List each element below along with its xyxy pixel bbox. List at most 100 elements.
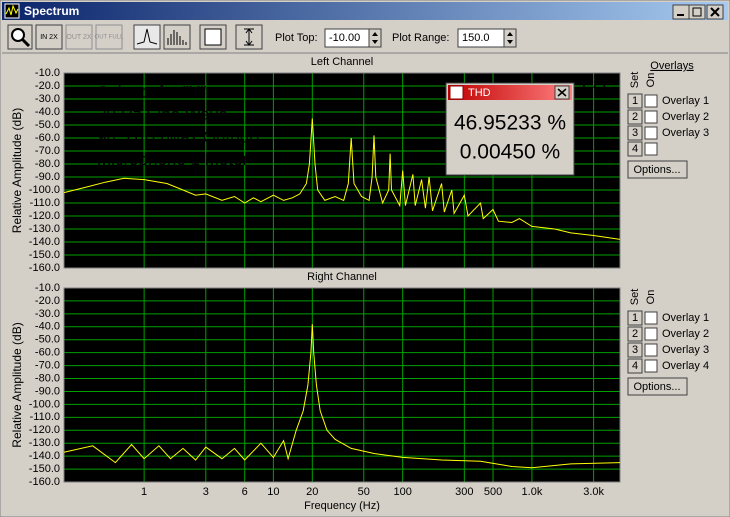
sine-icon	[593, 79, 617, 97]
y-tick-label: -70.0	[35, 360, 60, 372]
button-label: OUT FULL	[95, 35, 125, 41]
set-button[interactable]	[627, 310, 643, 326]
set-button[interactable]	[627, 125, 643, 141]
y-tick-label: -40.0	[35, 106, 60, 118]
zoom-full-button[interactable]	[95, 24, 123, 50]
y-tick-label: -60.0	[35, 347, 60, 359]
overlay-checkbox[interactable]	[644, 110, 658, 124]
overlay-name: Overlay 1	[662, 312, 709, 324]
y-tick-label: -100.0	[29, 184, 60, 196]
options-button[interactable]	[627, 160, 688, 179]
set-number: 3	[632, 127, 638, 139]
plot-top-value: -10.00	[329, 32, 360, 44]
button-label: OUT 2X	[66, 34, 91, 41]
minimize-button[interactable]	[672, 4, 690, 20]
y-tick-label: -50.0	[35, 119, 60, 131]
y-tick-label: -130.0	[29, 223, 60, 235]
y-tick-label: -80.0	[35, 158, 60, 170]
y-tick-label: -120.0	[29, 210, 60, 222]
chart-title: Left Channel	[311, 56, 373, 68]
title-bar	[2, 2, 728, 20]
y-tick-label: -160.0	[29, 476, 60, 488]
set-number: 2	[632, 328, 638, 340]
y-tick-label: -40.0	[35, 321, 60, 333]
overlay-name: Overlay 2	[662, 111, 709, 123]
overlay-checkbox[interactable]	[644, 327, 658, 341]
maximize-button[interactable]	[688, 4, 706, 20]
icon	[20, 37, 31, 48]
set-button[interactable]	[627, 93, 643, 109]
y-tick-label: -10.0	[35, 282, 60, 294]
set-number: 3	[632, 344, 638, 356]
set-button[interactable]	[627, 358, 643, 374]
set-button[interactable]	[627, 109, 643, 125]
set-number: 1	[632, 95, 638, 107]
set-number: 2	[632, 111, 638, 123]
y-tick-label: -70.0	[35, 145, 60, 157]
y-tick-label: -30.0	[35, 93, 60, 105]
thd-value: 46.95233 %	[454, 112, 566, 135]
y-tick-label: -50.0	[35, 334, 60, 346]
y-tick-label: -140.0	[29, 236, 60, 248]
overlay-name: Overlay 4	[662, 360, 709, 372]
icon	[204, 28, 222, 46]
annotation: Subwoofer "X"	[97, 82, 206, 101]
plot-range-value: 150.0	[462, 32, 490, 44]
icon	[507, 32, 513, 44]
overlay-checkbox[interactable]	[644, 142, 658, 156]
y-tick-label: -110.0	[30, 411, 60, 423]
y-tick-label: -90.0	[35, 385, 60, 397]
y-tick-label: -150.0	[29, 249, 60, 261]
x-tick-label: 1.0k	[522, 486, 543, 498]
set-label: Set	[629, 289, 641, 306]
y-tick-label: -150.0	[29, 463, 60, 475]
spectrum-line	[63, 324, 621, 469]
y-tick-label: -110.0	[30, 197, 60, 209]
thd-value: 0.00450 %	[460, 141, 560, 164]
icon	[167, 30, 187, 45]
plot-range-spinner[interactable]	[503, 28, 517, 48]
y-axis-label: Relative Amplitude (dB)	[10, 108, 24, 233]
x-tick-label: 3	[203, 486, 209, 498]
x-tick-label: 50	[358, 486, 370, 498]
set-button[interactable]	[627, 342, 643, 358]
plot-top-label: Plot Top:	[275, 32, 318, 44]
window-title: Spectrum	[24, 4, 79, 18]
x-axis-label: Frequency (Hz)	[304, 500, 380, 512]
plot-top-spinner[interactable]	[368, 28, 382, 48]
x-tick-label: 500	[484, 486, 502, 498]
zoom-in-button[interactable]	[35, 24, 63, 50]
line-view-button[interactable]	[133, 24, 161, 50]
toolbar: IN 2X OUT 2X OUT FULL Plot Top: -10.00 P…	[7, 24, 517, 50]
zoom-out-button[interactable]	[65, 24, 93, 50]
set-button[interactable]	[627, 141, 643, 157]
overlay-checkbox[interactable]	[644, 94, 658, 108]
set-label: Set	[629, 72, 641, 89]
annotation: 98.5 dB (Max Output)	[97, 127, 260, 146]
icon	[710, 7, 720, 17]
overlay-checkbox[interactable]	[644, 126, 658, 140]
x-tick-label: 3.0k	[583, 486, 604, 498]
y-tick-label: -80.0	[35, 372, 60, 384]
annotation: 20 Hz Sine Wave	[97, 105, 228, 124]
overlay-checkbox[interactable]	[644, 359, 658, 373]
y-tick-label: -90.0	[35, 171, 60, 183]
overlay-checkbox[interactable]	[644, 311, 658, 325]
x-tick-label: 1	[141, 486, 147, 498]
y-tick-label: -100.0	[29, 398, 60, 410]
thd-title-bar	[448, 85, 572, 100]
icon	[557, 88, 567, 97]
icon	[11, 28, 25, 42]
x-tick-label: 6	[242, 486, 248, 498]
overlays-header: Overlays	[650, 60, 694, 72]
button-label: IN 2X	[40, 34, 58, 41]
options-button[interactable]	[627, 377, 688, 396]
options-label: Options...	[633, 381, 680, 393]
icon	[692, 7, 702, 17]
window-controls[interactable]	[672, 4, 724, 20]
set-button[interactable]	[627, 326, 643, 342]
overlay-checkbox[interactable]	[644, 343, 658, 357]
y-tick-label: -30.0	[35, 308, 60, 320]
